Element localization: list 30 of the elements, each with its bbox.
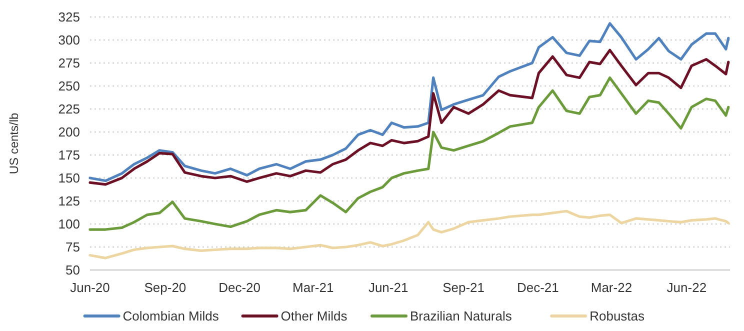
legend-label: Brazilian Naturals bbox=[410, 308, 512, 324]
x-tick-label: Dec-21 bbox=[516, 280, 559, 295]
x-tick-label: Jun-22 bbox=[666, 280, 707, 295]
line-series bbox=[88, 22, 730, 182]
y-tick-label: 125 bbox=[58, 194, 80, 209]
x-tick-label: Sep-21 bbox=[442, 280, 484, 295]
y-tick-label: 200 bbox=[58, 124, 80, 140]
y-tick-label: 75 bbox=[66, 240, 80, 255]
legend-label: Robustas bbox=[590, 308, 646, 324]
line-series bbox=[88, 210, 730, 260]
legend-label: Colombian Milds bbox=[122, 308, 220, 324]
y-tick-label: 150 bbox=[58, 170, 80, 186]
x-tick-label: Dec-20 bbox=[218, 280, 261, 295]
x-tick-label: Sep-20 bbox=[144, 280, 186, 295]
legend-label: Other Milds bbox=[280, 308, 348, 324]
x-tick-label: Jun-21 bbox=[368, 280, 408, 295]
y-tick-label: 225 bbox=[58, 102, 80, 117]
y-tick-label: 100 bbox=[58, 216, 80, 232]
line-series bbox=[88, 48, 730, 186]
y-tick-label: 300 bbox=[58, 32, 80, 48]
y-tick-label: 175 bbox=[58, 148, 80, 163]
line-series bbox=[88, 76, 730, 231]
y-axis-title: US cents/lb bbox=[7, 112, 21, 174]
x-tick-label: Mar-22 bbox=[590, 280, 632, 295]
x-tick-label: Mar-21 bbox=[292, 280, 334, 295]
x-tick-label: Jun-20 bbox=[70, 280, 110, 295]
y-tick-label: 325 bbox=[58, 10, 80, 25]
y-tick-label: 275 bbox=[58, 56, 80, 71]
y-tick-label: 50 bbox=[66, 262, 80, 278]
y-tick-label: 250 bbox=[58, 78, 80, 94]
